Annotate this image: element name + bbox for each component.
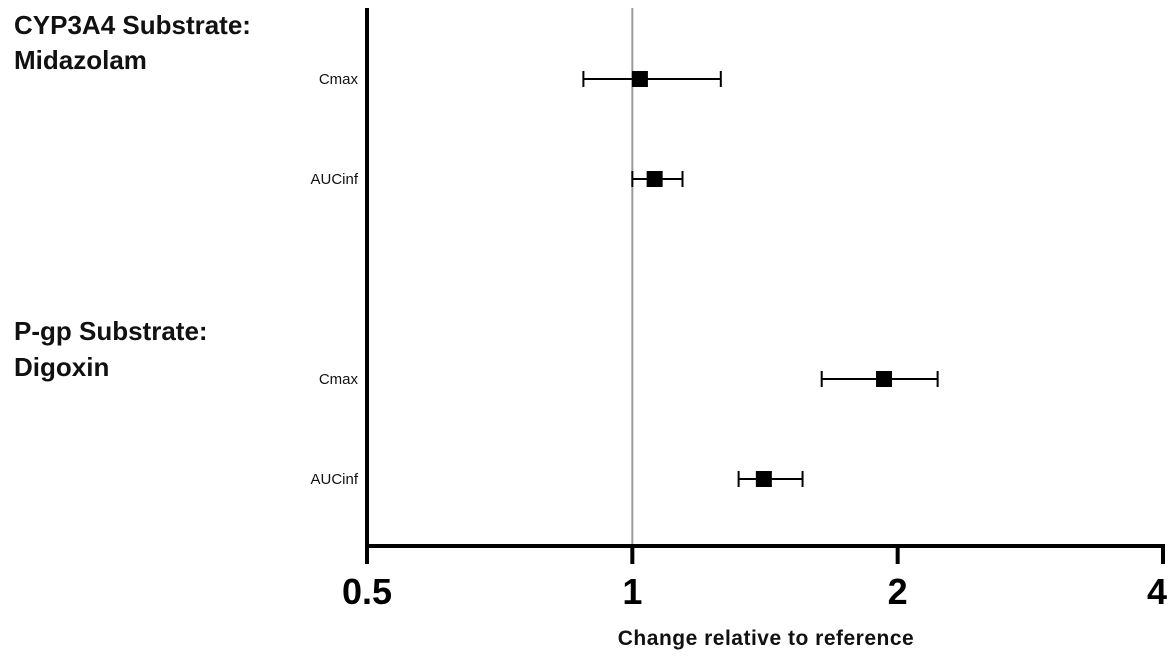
x-tick-label: 1 xyxy=(622,571,642,612)
estimate-square xyxy=(646,171,663,187)
row-label-digoxin-aucinf: AUCinf xyxy=(310,471,358,488)
estimate-square xyxy=(631,71,648,87)
x-tick-label: 2 xyxy=(888,571,908,612)
group-subtitle-midazolam: Midazolam xyxy=(14,45,147,75)
row-label-midazolam-cmax: Cmax xyxy=(319,71,359,88)
x-tick-label: 0.5 xyxy=(342,571,392,612)
x-axis-ticks: 0.5 1 2 4 xyxy=(342,546,1167,612)
x-axis-title: Change relative to reference xyxy=(618,627,914,650)
row-label-digoxin-cmax: Cmax xyxy=(319,371,359,388)
estimate-marks xyxy=(582,71,939,487)
group-subtitle-digoxin: Digoxin xyxy=(14,352,109,382)
row-label-midazolam-aucinf: AUCinf xyxy=(310,171,358,188)
estimate-square xyxy=(755,471,772,487)
x-tick-label: 4 xyxy=(1147,571,1167,612)
group-title-cyp3a4: CYP3A4 Substrate: xyxy=(14,10,251,40)
estimate-square xyxy=(876,371,893,387)
group-title-pgp: P-gp Substrate: xyxy=(14,316,208,346)
